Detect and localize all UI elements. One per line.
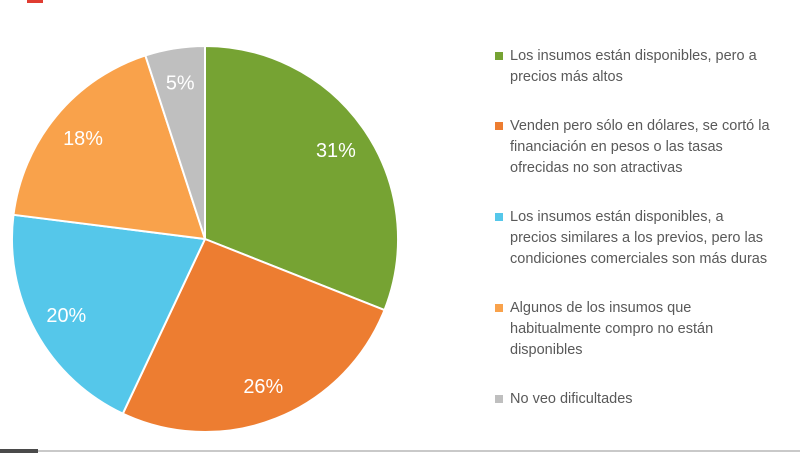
legend-label: Los insumos están disponibles, pero a pr…: [510, 48, 757, 86]
slice-value-label: 5%: [166, 73, 195, 95]
bottom-left-artifact: [0, 449, 38, 453]
legend-bullet-icon: [495, 213, 503, 222]
slice-value-label: 18%: [63, 128, 103, 150]
legend-label: Algunos de los insumos que habitualmente…: [510, 300, 714, 359]
legend-item[interactable]: No veo dificultades: [495, 389, 780, 410]
legend-item[interactable]: Venden pero sólo en dólares, se cortó la…: [495, 116, 780, 179]
slice-value-label: 20%: [46, 305, 86, 327]
bottom-border-line: [0, 450, 800, 452]
legend-item[interactable]: Algunos de los insumos que habitualmente…: [495, 298, 780, 361]
legend-bullet-icon: [495, 395, 503, 404]
legend-label: Venden pero sólo en dólares, se cortó la…: [510, 118, 770, 177]
legend-label: Los insumos están disponibles, a precios…: [510, 209, 768, 268]
pie-slice[interactable]: [204, 44, 399, 312]
top-edge-artifact: [27, 0, 43, 3]
slice-value-label: 26%: [243, 376, 283, 398]
pie-chart: 31% 26% 20% 18% 5%: [10, 44, 399, 433]
legend: Los insumos están disponibles, pero a pr…: [440, 0, 800, 454]
pie-slice[interactable]: [12, 54, 206, 240]
legend-bullet-icon: [495, 304, 503, 313]
pie-slice[interactable]: [121, 238, 386, 433]
pie-svg: 31% 26% 20% 18% 5%: [10, 44, 399, 433]
legend-bullet-icon: [495, 52, 503, 60]
legend-label: No veo dificultades: [510, 391, 633, 408]
pie-slice[interactable]: [144, 44, 206, 240]
legend-item[interactable]: Los insumos están disponibles, a precios…: [495, 207, 780, 270]
pie-slice[interactable]: [10, 213, 206, 415]
slice-value-label: 31%: [316, 140, 356, 162]
legend-bullet-icon: [495, 122, 503, 131]
legend-item[interactable]: Los insumos están disponibles, pero a pr…: [495, 46, 780, 88]
